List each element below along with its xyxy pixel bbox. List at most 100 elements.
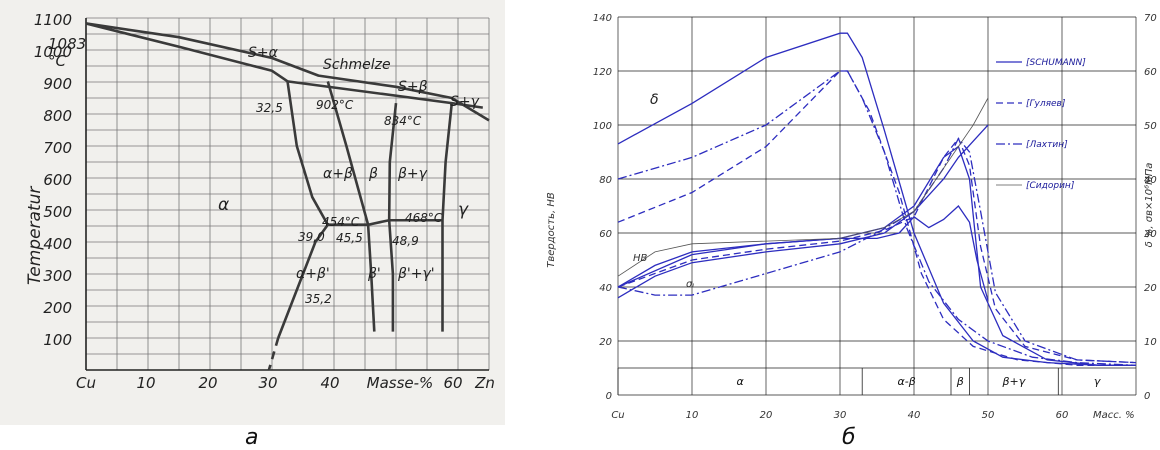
label-s-alpha: S+α [248,45,279,61]
y2-tick: 30 [1144,229,1157,240]
y-tick: 20 [599,337,612,348]
zone-label: γ [1094,375,1101,388]
label-beta: β [368,166,378,182]
y-tick: 60 [599,229,612,240]
phase-diagram-panel: 100 200 300 400 500 600 700 800 900 1000… [0,0,505,425]
x-ticks: Cu 10 20 30 40 Masse-% 60 Zn [76,374,495,392]
label-455: 45,5 [336,231,363,245]
phase-diagram-grid [85,17,490,371]
label-390: 39,0 [298,230,325,244]
label-454: 454°C [322,215,360,229]
beta-right-line [387,102,398,332]
chart-series [617,32,1137,366]
phase-boundaries [85,22,490,371]
y2-tick: 60 [1144,67,1157,78]
label-902: 902°C [316,98,354,112]
annotation-delta: δ [650,92,659,108]
x-tick-30: 30 [258,374,277,392]
legend-label: [Лахтин] [1026,140,1068,150]
label-s-gamma: S+γ [450,94,480,110]
label-alpha-beta: α+β [323,166,353,182]
phase-diagram: 100 200 300 400 500 600 700 800 900 1000… [25,11,495,392]
gamma-left-line [441,102,454,332]
x-tick: 30 [834,410,847,421]
label-gamma: γ [458,200,469,220]
y-tick-1083: 1083 [48,35,86,53]
x-axis-label: Masse-% [367,374,434,392]
y-tick-600: 600 [43,171,72,189]
annotation-hb: НВ [633,253,648,264]
liquidus-line [85,22,490,122]
y2-tick: 0 [1144,391,1150,402]
series-line [617,97,989,277]
y-tick: 120 [593,67,612,78]
chart-ylabel: Твердость, НВ [546,192,557,268]
y2-tick: 40 [1144,175,1157,186]
y2-tick: 50 [1144,121,1157,132]
y-ticks: 100 200 300 400 500 600 700 800 900 1000… [34,11,86,349]
y-tick-unit: °C [48,52,67,70]
label-834: 834°C [384,114,422,128]
solidus-alpha-line [85,22,289,83]
series-line [617,70,1137,366]
y-tick-300: 300 [43,267,72,285]
phase-diagram-ylabel: Temperatur [25,186,45,285]
label-489: 48,9 [392,234,419,248]
chart-legend: [SCHUMANN] [Гуляев] [Лахтин] [Сидорин] [996,58,1086,191]
y-tick: 80 [599,175,612,186]
legend-label: [SCHUMANN] [1026,58,1086,68]
zone-label: β [956,375,964,388]
x-tick: Масс. % [1093,410,1135,421]
beta-left-line [326,81,376,332]
chart-grid [617,16,1137,396]
zone-label: α [736,375,744,388]
chart-y2label: δ %, σв×10⁶МПа [1144,163,1155,248]
x-tick-40: 40 [320,374,339,392]
caption-right: б [842,425,856,450]
phase-zones: α α-β β β+γ γ [617,367,1136,395]
series-line [617,137,1137,364]
series-line [617,137,1137,364]
legend-label: [Гуляев] [1026,99,1066,109]
phase-labels: S+α Schmelze S+β S+γ 902°C 834°C 32,5 α … [218,45,480,306]
label-alpha: α [218,195,229,215]
x-tick-20: 20 [198,374,217,392]
x-tick: 10 [686,410,699,421]
ordering-line [327,218,443,227]
x-tick: 40 [908,410,921,421]
y-tick-1000: 1000 [34,43,72,61]
label-468: 468°C [405,211,443,225]
chart-ticks: Cu 10 20 30 40 50 60 Масс. % 0 20 40 60 80 100 120 140 0… [593,13,1157,421]
x-tick: Cu [611,410,624,421]
label-s-beta: S+β [398,79,428,95]
y-tick-800: 800 [43,107,72,125]
x-tick-cu: Cu [76,374,96,392]
y-tick: 100 [593,121,612,132]
series-line [617,205,989,301]
y-tick-400: 400 [43,235,72,253]
label-beta-prime: β' [367,266,381,282]
label-beta-gamma-prime: β'+γ' [397,266,435,282]
annotation-sigma: σᵢ [686,279,694,290]
label-alpha-beta-prime: α+β' [296,266,330,282]
series-line [617,145,1136,366]
x-tick-60: 60 [443,374,462,392]
label-325: 32,5 [256,101,283,115]
properties-chart: α α-β β β+γ γ Cu 10 20 30 40 50 60 Масс. % 0 20 40 60 80… [546,13,1157,421]
zone-label: β+γ [1002,375,1026,388]
x-tick-10: 10 [136,374,155,392]
y-tick-100: 100 [43,331,72,349]
x-tick: 20 [760,410,773,421]
alpha-dashed-extension [267,337,280,371]
y2-tick: 20 [1144,283,1157,294]
caption-left: а [245,425,259,450]
y-tick: 0 [606,391,612,402]
y2-tick: 10 [1144,337,1157,348]
y-tick-500: 500 [43,203,72,221]
y-tick-900: 900 [43,75,72,93]
label-beta-gamma: β+γ [397,166,428,182]
legend-label: [Сидорин] [1026,181,1075,191]
label-schmelze: Schmelze [323,57,391,73]
x-tick: 50 [982,410,995,421]
x-tick: 60 [1056,410,1069,421]
